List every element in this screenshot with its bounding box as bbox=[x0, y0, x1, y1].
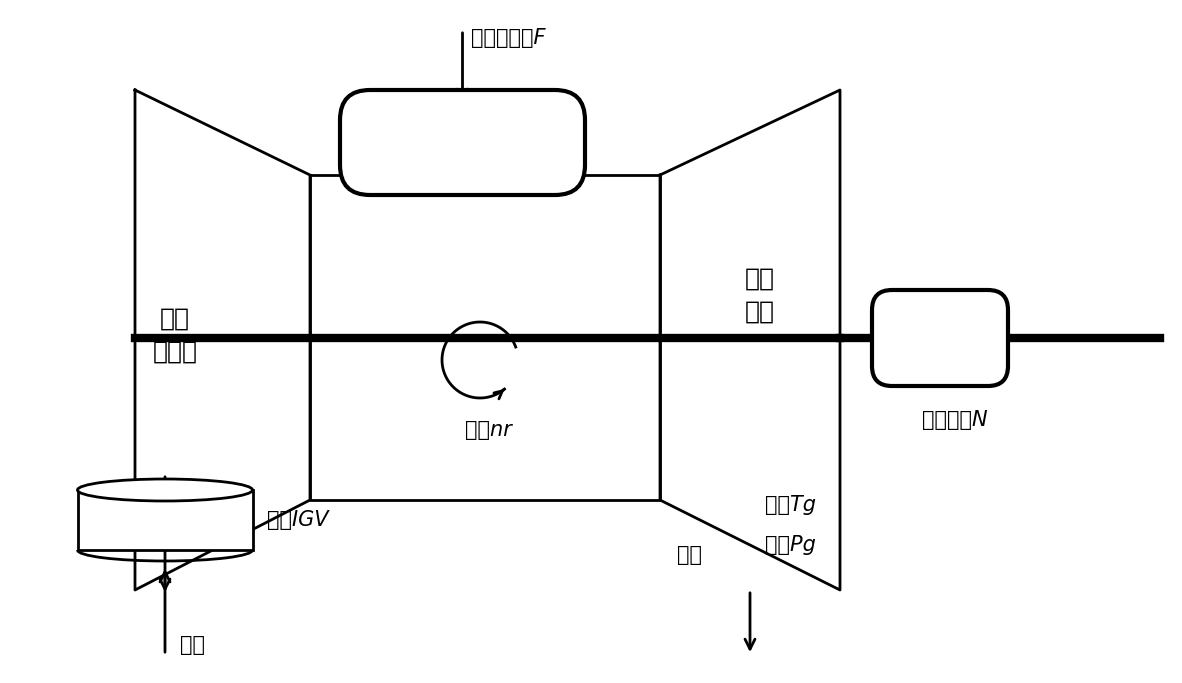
Text: 入口导叶: 入口导叶 bbox=[142, 510, 188, 529]
Bar bbox=[78, 490, 253, 550]
Ellipse shape bbox=[78, 479, 253, 501]
Text: 负荷: 负荷 bbox=[926, 326, 955, 350]
Text: 转速nr: 转速nr bbox=[465, 420, 512, 440]
FancyBboxPatch shape bbox=[872, 290, 1008, 386]
FancyBboxPatch shape bbox=[340, 90, 585, 195]
Text: 燃烧室: 燃烧室 bbox=[440, 130, 485, 154]
Text: 排气: 排气 bbox=[677, 545, 702, 565]
Text: 空气: 空气 bbox=[180, 635, 204, 655]
Text: 输出功率N: 输出功率N bbox=[922, 410, 988, 430]
Text: 流量Pg: 流量Pg bbox=[765, 535, 816, 555]
Text: 天然气流量F: 天然气流量F bbox=[470, 28, 545, 48]
Text: 开度IGV: 开度IGV bbox=[267, 510, 329, 530]
Text: 燃气
透平: 燃气 透平 bbox=[745, 266, 775, 324]
Text: 空气
压缩机: 空气 压缩机 bbox=[152, 306, 197, 364]
Text: 温度Tg: 温度Tg bbox=[765, 495, 816, 515]
